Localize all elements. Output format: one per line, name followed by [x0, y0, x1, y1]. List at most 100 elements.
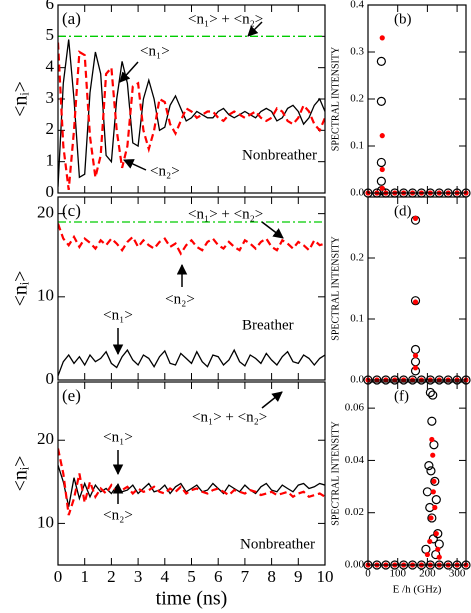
y-axis-label: <nᵢ>	[10, 271, 32, 307]
point	[427, 538, 433, 545]
annotation-arrow	[261, 221, 284, 239]
y-tick-label: 0.1	[350, 140, 364, 152]
annotation: Nonbreather	[240, 536, 315, 552]
point	[429, 436, 435, 443]
point	[424, 551, 430, 558]
annotation: <n₁> + <n₂>	[188, 11, 263, 27]
point	[379, 166, 385, 173]
y-tick-label: 0.0	[350, 187, 364, 199]
panel-label: (e)	[62, 386, 81, 405]
y-tick-label: 0.1	[350, 313, 364, 325]
panel-label: (f)	[394, 388, 409, 404]
y-tick-label: 0.2	[350, 93, 364, 105]
point	[431, 495, 441, 505]
point	[428, 390, 438, 400]
annotation: <n₂>	[103, 507, 133, 523]
annotation: <n₁>	[103, 429, 133, 445]
series-line	[58, 465, 325, 507]
point	[412, 215, 419, 221]
point	[424, 461, 434, 471]
y-tick-label: 0.06	[345, 402, 365, 414]
annotation: Breather	[242, 317, 294, 333]
series-line	[58, 448, 325, 516]
frame	[57, 381, 326, 566]
y-tick-label: 0.3	[350, 46, 364, 58]
x-tick-label: 1	[80, 567, 89, 586]
x-tick-label: 2	[107, 567, 116, 586]
point	[412, 353, 419, 359]
annotation: <n₁> + <n₂>	[188, 206, 263, 222]
point	[376, 96, 386, 106]
y-tick-label: 0.0	[350, 374, 364, 386]
point	[436, 554, 442, 560]
point	[426, 466, 436, 476]
y-axis-label: <nᵢ>	[10, 456, 32, 492]
x-axis-label: time (ns)	[156, 588, 228, 610]
y-tick-label: 10	[37, 286, 54, 305]
point	[379, 133, 385, 139]
point	[427, 513, 437, 523]
annotation: Nonbreather	[242, 147, 317, 163]
x-axis-label: E /h (GHz)	[393, 584, 442, 596]
y-axis-label: SPECTRAL INTENSITY	[330, 47, 341, 151]
point	[428, 515, 434, 521]
point	[430, 476, 440, 486]
y-tick-label: 0.2	[350, 252, 364, 264]
y-axis-label: SPECTRAL INTENSITY	[330, 421, 341, 525]
point	[434, 539, 444, 549]
x-tick-label: 100	[389, 568, 406, 580]
x-tick-label: 10	[317, 567, 334, 586]
point	[376, 157, 386, 168]
y-tick-label: 10	[37, 512, 54, 531]
point	[432, 504, 438, 511]
panel-label: (b)	[394, 11, 412, 27]
y-tick-label: 1	[46, 151, 55, 170]
annotation: <n₂>	[150, 163, 180, 179]
y-tick-label: 0	[46, 182, 55, 201]
annotation: <n₁>	[140, 43, 170, 59]
y-tick-label: 0.4	[350, 0, 364, 11]
x-tick-label: 0	[54, 567, 63, 586]
annotation-arrow	[247, 21, 263, 37]
point	[435, 546, 441, 552]
y-tick-label: 2	[46, 119, 55, 138]
panel-label: (c)	[62, 201, 81, 220]
annotation: <n₂>	[165, 291, 195, 307]
annotation: <n₁>	[103, 307, 133, 323]
point	[410, 357, 421, 367]
frame	[367, 381, 467, 566]
annotation-arrow	[123, 159, 147, 171]
y-tick-label: 4	[46, 57, 55, 76]
y-tick-label: 20	[37, 203, 54, 222]
point	[425, 387, 435, 398]
x-tick-label: 0	[365, 568, 371, 580]
point	[431, 478, 437, 484]
x-tick-label: 4	[161, 567, 170, 586]
point	[379, 35, 385, 41]
panel-label: (d)	[394, 203, 412, 219]
x-tick-label: 3	[134, 567, 143, 586]
y-tick-label: 20	[37, 429, 54, 448]
frame	[367, 4, 467, 194]
point	[376, 56, 386, 67]
x-tick-label: 5	[187, 567, 196, 586]
x-tick-label: 9	[294, 567, 303, 586]
series-line	[58, 348, 325, 377]
point	[422, 487, 432, 497]
annotation: <n₁> + <n₂>	[192, 409, 267, 425]
point	[428, 534, 438, 544]
point	[430, 452, 436, 458]
y-tick-label: 3	[46, 88, 55, 107]
point	[433, 531, 439, 537]
series-line	[58, 223, 325, 256]
point	[379, 185, 385, 191]
point	[421, 544, 431, 554]
y-tick-label: 6	[46, 0, 55, 13]
frame	[57, 196, 326, 381]
point	[376, 176, 386, 186]
x-tick-label: 8	[267, 567, 276, 586]
y-tick-label: 0	[46, 369, 55, 388]
y-tick-label: 0.02	[345, 506, 364, 518]
y-axis-label: <nᵢ>	[10, 81, 32, 117]
